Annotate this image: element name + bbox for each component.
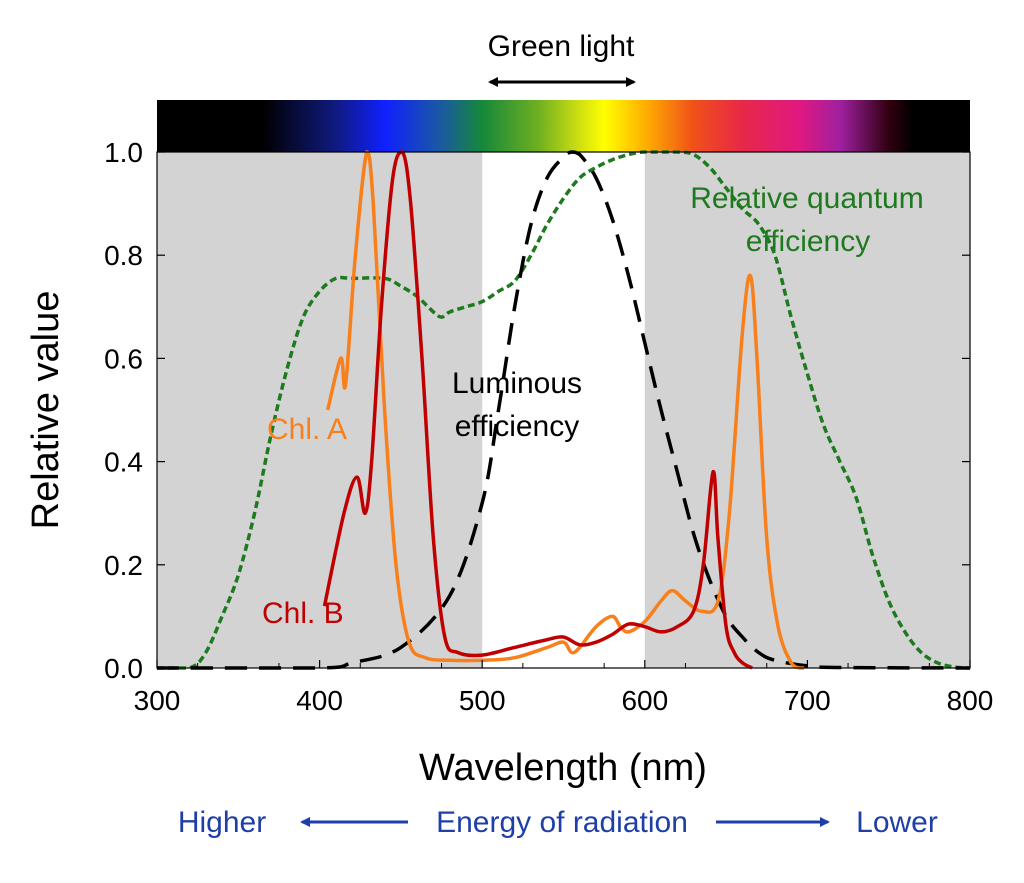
spectrum-bar bbox=[157, 100, 970, 152]
plot-frame bbox=[156, 151, 971, 669]
x-tick-label: 300 bbox=[134, 685, 181, 716]
axes: 300 400 500 600 700 800 0.0 0.2 0.4 0.6 0.8 1.0 bbox=[104, 137, 993, 716]
energy-lower-label: Lower bbox=[856, 806, 938, 839]
luminous-label-line1: Luminous bbox=[452, 367, 582, 400]
y-tick-label: 1.0 bbox=[104, 137, 143, 168]
quantum-label-line2: efficiency bbox=[746, 225, 871, 258]
x-tick-label: 600 bbox=[621, 685, 668, 716]
x-tick-label: 800 bbox=[947, 685, 994, 716]
shaded-region-0 bbox=[157, 152, 483, 668]
series-chl-b-line bbox=[322, 150, 753, 670]
series-chl-a-line bbox=[326, 150, 805, 670]
series-luminous-efficiency-line bbox=[157, 150, 971, 670]
y-tick-label: 0.4 bbox=[104, 447, 143, 478]
luminous-label-line2: efficiency bbox=[455, 410, 580, 443]
y-tick-label: 0.2 bbox=[104, 550, 143, 581]
energy-higher-label: Higher bbox=[178, 806, 266, 839]
series-relative-quantum-efficiency-line bbox=[157, 150, 971, 670]
x-tick-label: 500 bbox=[459, 685, 506, 716]
y-tick-label: 0.0 bbox=[104, 653, 143, 684]
y-tick-label: 0.8 bbox=[104, 240, 143, 271]
x-tick-label: 700 bbox=[784, 685, 831, 716]
series-layer bbox=[157, 150, 971, 670]
y-tick-label: 0.6 bbox=[104, 343, 143, 374]
plot-background bbox=[157, 152, 970, 668]
x-tick-label: 400 bbox=[296, 685, 343, 716]
green-light-label: Green light bbox=[488, 30, 635, 63]
quantum-label-line1: Relative quantum bbox=[690, 182, 923, 215]
chl-b-label: Chl. B bbox=[262, 597, 344, 630]
x-axis-label: Wavelength (nm) bbox=[419, 747, 707, 789]
energy-of-radiation-label: Energy of radiation bbox=[436, 806, 688, 839]
chl-a-label: Chl. A bbox=[267, 413, 347, 446]
y-axis-label: Relative value bbox=[25, 291, 67, 530]
